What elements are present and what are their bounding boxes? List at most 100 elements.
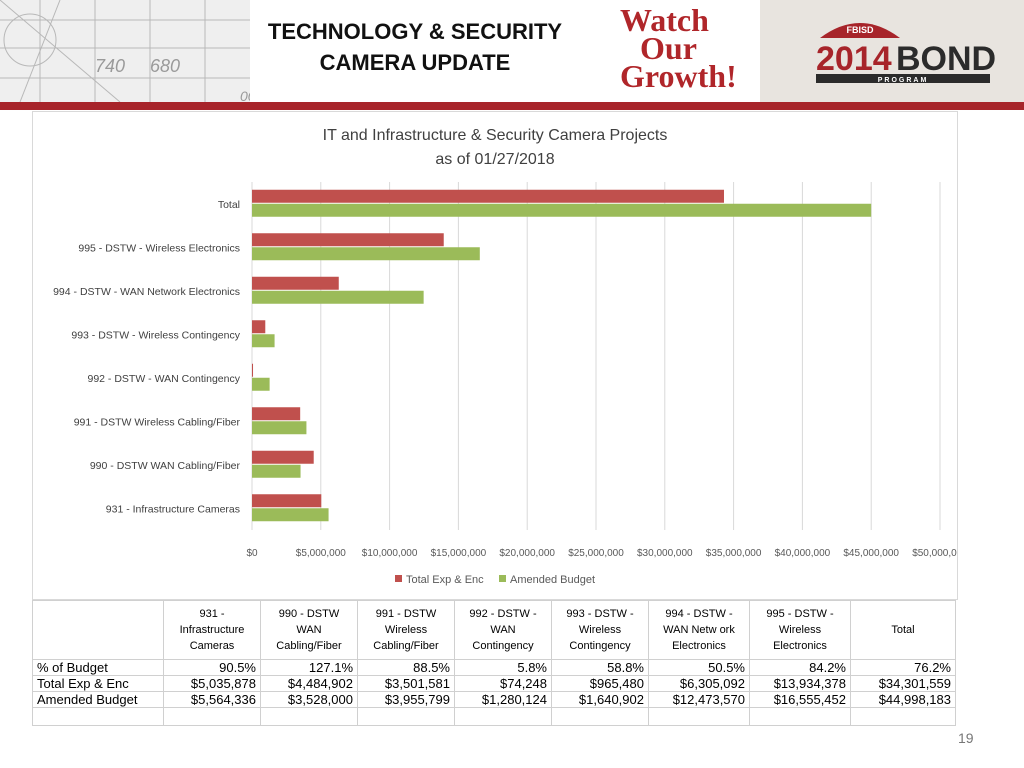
table-cell	[850, 707, 956, 726]
x-tick-label: $25,000,000	[568, 548, 624, 559]
table-cell: 127.1%	[260, 659, 358, 676]
table-col-header: 990 - DSTW WAN Cabling/Fiber	[260, 600, 358, 660]
bar-amended-budget	[252, 508, 329, 522]
table-col-header: 994 - DSTW - WAN Netw ork Electronics	[648, 600, 750, 660]
table-row: Amended Budget $5,564,336 $3,528,000 $3,…	[32, 691, 956, 708]
bar-total-exp	[252, 363, 254, 377]
table-col-header: 995 - DSTW - Wireless Electronics	[749, 600, 851, 660]
header-banner: 740 680 00/7 TECHNOLOGY & SECURITY CAMER…	[0, 0, 1024, 102]
chart-title: IT and Infrastructure & Security Camera …	[323, 127, 668, 144]
bar-total-exp	[252, 189, 724, 203]
table-cell	[648, 707, 750, 726]
title-line-2: CAMERA UPDATE	[319, 50, 511, 75]
chart-legend: Total Exp & Enc Amended Budget	[395, 574, 595, 586]
table-col-header: 991 - DSTW Wireless Cabling/Fiber	[357, 600, 455, 660]
category-label: 991 - DSTW Wireless Cabling/Fiber	[74, 416, 241, 428]
x-tick-label: $10,000,000	[362, 548, 418, 559]
table-col-header: 992 - DSTW - WAN Contingency	[454, 600, 552, 660]
table-cell: 76.2%	[850, 659, 956, 676]
bar-chart: IT and Infrastructure & Security Camera …	[53, 127, 968, 586]
bar-amended-budget	[252, 464, 301, 478]
table-row: Total Exp & Enc $5,035,878 $4,484,902 $3…	[32, 675, 956, 692]
bar-amended-budget	[252, 203, 872, 217]
bar-amended-budget	[252, 290, 424, 304]
table-cell	[749, 707, 851, 726]
category-label: 994 - DSTW - WAN Network Electronics	[53, 286, 240, 298]
bar-total-exp	[252, 450, 314, 464]
bar-amended-budget	[252, 421, 307, 435]
bar-total-exp	[252, 320, 266, 334]
watch-our-growth-logo: Watch Our Growth!	[620, 4, 748, 98]
title-line-1: TECHNOLOGY & SECURITY	[267, 19, 563, 44]
table-cell: $16,555,452	[749, 691, 851, 708]
table-cell: $6,305,092	[648, 675, 750, 692]
legend-swatch-total-exp	[395, 575, 402, 582]
blueprint-background: 740 680 00/7	[0, 0, 250, 102]
table-cell: 58.8%	[551, 659, 649, 676]
bar-amended-budget	[252, 377, 270, 391]
category-label: 995 - DSTW - Wireless Electronics	[78, 242, 240, 254]
table-cell: $4,484,902	[260, 675, 358, 692]
table-cell: 90.5%	[163, 659, 261, 676]
table-col-header: 993 - DSTW - Wireless Contingency	[551, 600, 649, 660]
bar-amended-budget	[252, 247, 480, 261]
bond-logo-sub: PROGRAM	[878, 77, 929, 84]
table-cell: $3,528,000	[260, 691, 358, 708]
bond-logo-bar	[816, 74, 990, 83]
bar-amended-budget	[252, 334, 275, 348]
table-cell	[551, 707, 649, 726]
chart-subtitle: as of 01/27/2018	[435, 151, 554, 168]
x-tick-label: $20,000,000	[499, 548, 555, 559]
x-tick-label: $50,000,000	[912, 548, 957, 559]
table-cell: $965,480	[551, 675, 649, 692]
bond-logo-year: 2014	[816, 40, 892, 78]
x-tick-label: $15,000,000	[431, 548, 487, 559]
budget-table: 931 - Infrastructure Cameras 990 - DSTW WAN…	[32, 600, 956, 726]
bond-program-logo: FBISD 2014 BOND PROGRAM	[760, 0, 1024, 102]
table-row: % of Budget 90.5% 127.1% 88.5% 5.8% 58.8…	[32, 659, 956, 676]
legend-swatch-amended	[499, 575, 506, 582]
table-cell	[32, 707, 164, 726]
bar-total-exp	[252, 233, 444, 247]
table-header-row: 931 - Infrastructure Cameras 990 - DSTW WAN…	[32, 600, 956, 660]
table-corner-cell	[32, 600, 164, 660]
table-col-header: Total	[850, 600, 956, 660]
table-row-empty	[32, 707, 956, 726]
page-number: 19	[958, 730, 974, 746]
row-label: % of Budget	[32, 659, 164, 676]
table-cell: $3,955,799	[357, 691, 455, 708]
table-cell: $13,934,378	[749, 675, 851, 692]
blueprint-mark: 00/7	[240, 88, 250, 102]
blueprint-mark: 680	[150, 56, 180, 76]
table-cell	[357, 707, 455, 726]
header-rule	[0, 102, 1024, 110]
table-col-header: 931 - Infrastructure Cameras	[163, 600, 261, 660]
row-label: Amended Budget	[32, 691, 164, 708]
table-cell	[163, 707, 261, 726]
table-cell	[260, 707, 358, 726]
table-cell: $3,501,581	[357, 675, 455, 692]
table-cell: 88.5%	[357, 659, 455, 676]
category-label: 931 - Infrastructure Cameras	[106, 503, 240, 515]
x-tick-label: $35,000,000	[706, 548, 762, 559]
table-cell	[454, 707, 552, 726]
legend-label-total-exp: Total Exp & Enc	[406, 574, 484, 586]
category-label: 990 - DSTW WAN Cabling/Fiber	[90, 460, 241, 472]
x-tick-label: $5,000,000	[296, 548, 346, 559]
bar-total-exp	[252, 276, 339, 290]
blueprint-drawing: 740 680 00/7	[0, 0, 250, 102]
table-cell: $5,035,878	[163, 675, 261, 692]
x-tick-label: $0	[246, 548, 258, 559]
bar-total-exp	[252, 407, 301, 421]
x-tick-label: $45,000,000	[843, 548, 899, 559]
chart-container: IT and Infrastructure & Security Camera …	[32, 111, 968, 600]
x-tick-label: $40,000,000	[775, 548, 831, 559]
table-cell: $1,640,902	[551, 691, 649, 708]
bond-logo-arc	[820, 23, 900, 38]
bar-total-exp	[252, 494, 322, 508]
legend-label-amended: Amended Budget	[510, 574, 595, 586]
table-cell: $12,473,570	[648, 691, 750, 708]
bond-logo-word: BOND	[896, 40, 996, 78]
category-label: 992 - DSTW - WAN Contingency	[88, 373, 241, 385]
table-cell: 84.2%	[749, 659, 851, 676]
